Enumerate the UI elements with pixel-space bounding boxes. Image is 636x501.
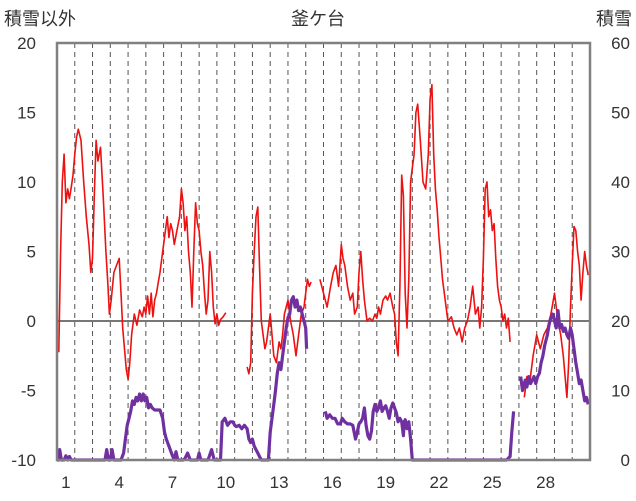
x-tick-label: 7 [168, 473, 177, 492]
left-tick-label: 10 [17, 173, 36, 192]
snow-depth-line [323, 399, 516, 462]
left-axis-label: 積雪以外 [4, 9, 76, 30]
left-tick-label: 20 [17, 34, 36, 53]
right-tick-label: 60 [611, 34, 630, 53]
right-tick-label: 50 [611, 104, 630, 123]
x-tick-label: 22 [430, 473, 449, 492]
left-tick-label: 5 [27, 243, 36, 262]
left-tick-label: 0 [27, 312, 36, 331]
left-tick-label: -5 [21, 382, 36, 401]
snow-depth-line [519, 309, 590, 405]
right-tick-label: 0 [621, 451, 630, 470]
x-tick-label: 16 [323, 473, 342, 492]
left-tick-label: -10 [11, 451, 36, 470]
series-group [56, 83, 590, 462]
plot-frame [55, 41, 592, 462]
x-tick-label: 13 [270, 473, 289, 492]
temperature-line [56, 128, 227, 381]
temperature-line [319, 83, 511, 357]
x-tick-label: 1 [61, 473, 70, 492]
right-axis-label: 積雪 [596, 9, 632, 30]
x-tick-label: 19 [376, 473, 395, 492]
grid-lines [74, 43, 573, 460]
temperature-line [523, 225, 589, 399]
right-tick-label: 20 [611, 312, 630, 331]
right-tick-label: 40 [611, 173, 630, 192]
x-tick-label: 10 [216, 473, 235, 492]
temperature-line [246, 206, 312, 375]
right-tick-label: 30 [611, 243, 630, 262]
x-tick-label: 25 [483, 473, 502, 492]
x-tick-label: 28 [536, 473, 555, 492]
x-tick-label: 4 [114, 473, 123, 492]
right-tick-label: 10 [611, 382, 630, 401]
left-tick-label: 15 [17, 104, 36, 123]
chart-title: 釜ケ台 [291, 9, 345, 30]
